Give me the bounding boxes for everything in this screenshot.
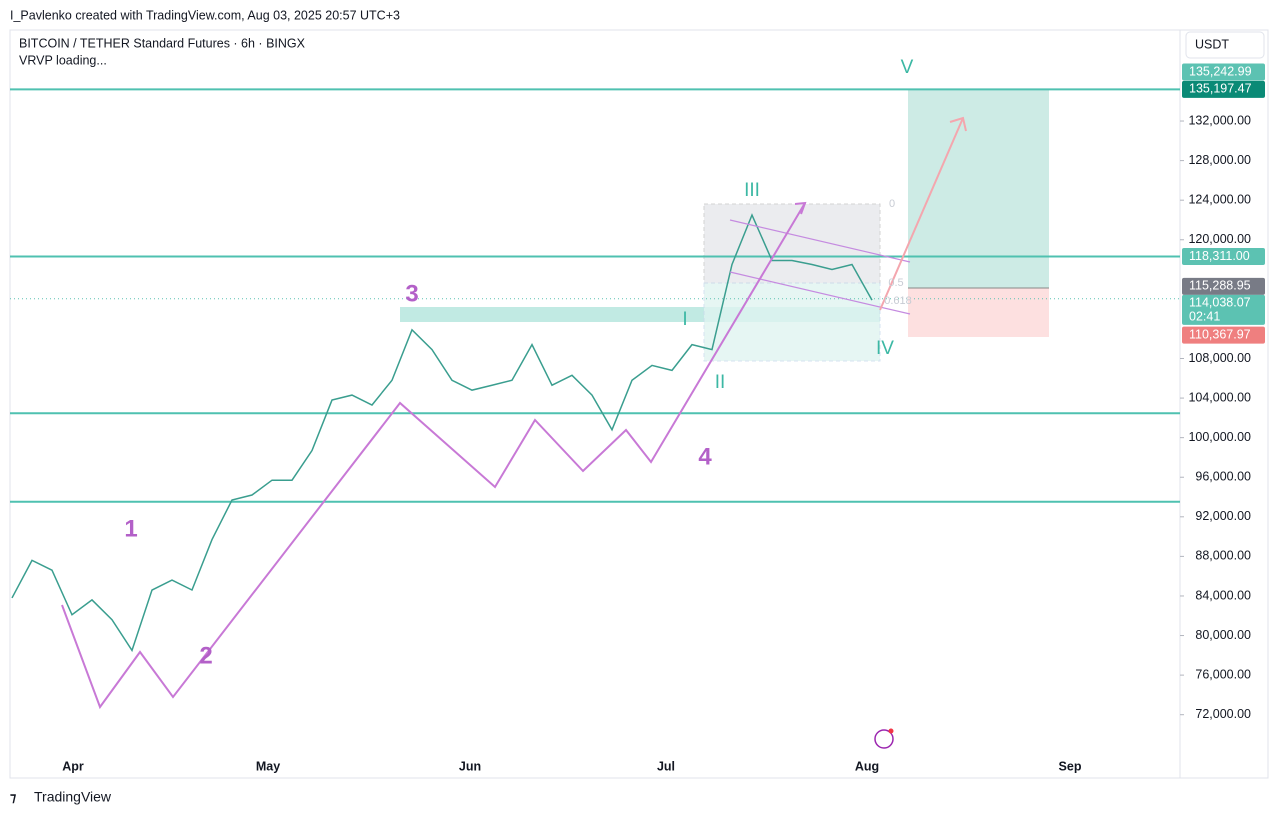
- y-tick-label: 124,000.00: [1188, 192, 1251, 206]
- y-tick-label: 128,000.00: [1188, 153, 1251, 167]
- x-tick-label: Aug: [855, 759, 879, 773]
- chart-title: BITCOIN / TETHER Standard Futures · 6h ·…: [19, 36, 306, 50]
- currency[interactable]: USDT: [1195, 37, 1229, 51]
- y-tick-label: 92,000.00: [1195, 509, 1251, 523]
- currency-box[interactable]: [1185, 31, 1265, 59]
- price-tag: [1182, 80, 1265, 98]
- alert-dot: [888, 728, 894, 734]
- price-tag: [1182, 277, 1265, 295]
- x-tick-label: Jun: [459, 759, 481, 773]
- y-tick-label: 104,000.00: [1188, 390, 1251, 404]
- x-tick-label: Jul: [657, 759, 675, 773]
- target-zone: [908, 90, 1049, 288]
- fib-label: 0.5: [888, 277, 903, 289]
- x-tick-label: Sep: [1059, 759, 1082, 773]
- subwave-label: I: [682, 309, 687, 330]
- subwave-label: II: [715, 372, 726, 393]
- fib-label: 0.618: [884, 295, 912, 307]
- fib-label: 0: [889, 198, 895, 210]
- stop-zone: [908, 288, 1049, 337]
- y-tick-label: 80,000.00: [1195, 628, 1251, 642]
- y-tick-label: 96,000.00: [1195, 470, 1251, 484]
- y-tick-label: 88,000.00: [1195, 549, 1251, 563]
- price-tag: [1182, 294, 1265, 325]
- brand: TradingView: [34, 789, 112, 805]
- price-tag-label: 110,367.97: [1189, 327, 1251, 341]
- alert-icon[interactable]: [874, 729, 894, 749]
- channel-line: [729, 219, 911, 263]
- price-tag-label: 135,197.47: [1189, 82, 1252, 96]
- price-line: [11, 213, 873, 653]
- subwave-label: V: [901, 57, 914, 78]
- y-tick-label: 100,000.00: [1188, 430, 1251, 444]
- fib-box: [703, 203, 881, 284]
- fib-box: [703, 282, 881, 362]
- wave-label: 1: [124, 515, 137, 542]
- subtitle: VRVP loading...: [19, 53, 107, 67]
- wave-path: [61, 202, 806, 710]
- subwave-label: III: [744, 180, 760, 201]
- price-tag: [1182, 326, 1265, 344]
- wave-label: 3: [405, 280, 418, 307]
- price-tag-label: 115,288.95: [1189, 279, 1251, 293]
- wave-label: 4: [698, 443, 712, 470]
- arrow-head: [794, 201, 807, 215]
- price-tag-label: 118,311.00: [1189, 249, 1250, 263]
- y-tick-label: 108,000.00: [1188, 351, 1251, 365]
- price-tag-label: 135,242.99: [1189, 64, 1252, 78]
- x-tick-label: May: [256, 759, 280, 773]
- y-tick-label: 76,000.00: [1195, 667, 1251, 681]
- wave-label: 2: [199, 642, 212, 669]
- x-tick-label: Apr: [62, 759, 84, 773]
- y-tick-label: 132,000.00: [1188, 113, 1251, 127]
- projection-arrow: [879, 117, 964, 311]
- credit: I_Pavlenko created with TradingView.com,…: [10, 8, 400, 22]
- price-tag: [1182, 247, 1265, 265]
- subwave-label: IV: [876, 338, 894, 359]
- countdown: 02:41: [1189, 310, 1220, 324]
- price-tag-label: 114,038.07: [1189, 296, 1251, 310]
- logo-mark: ⁊: [10, 790, 17, 804]
- frame: [9, 29, 1269, 779]
- price-tag: [1182, 63, 1265, 81]
- y-tick-label: 72,000.00: [1195, 707, 1251, 721]
- y-tick-label: 84,000.00: [1195, 588, 1251, 602]
- arrow-head: [949, 116, 967, 132]
- y-tick-label: 120,000.00: [1188, 232, 1251, 246]
